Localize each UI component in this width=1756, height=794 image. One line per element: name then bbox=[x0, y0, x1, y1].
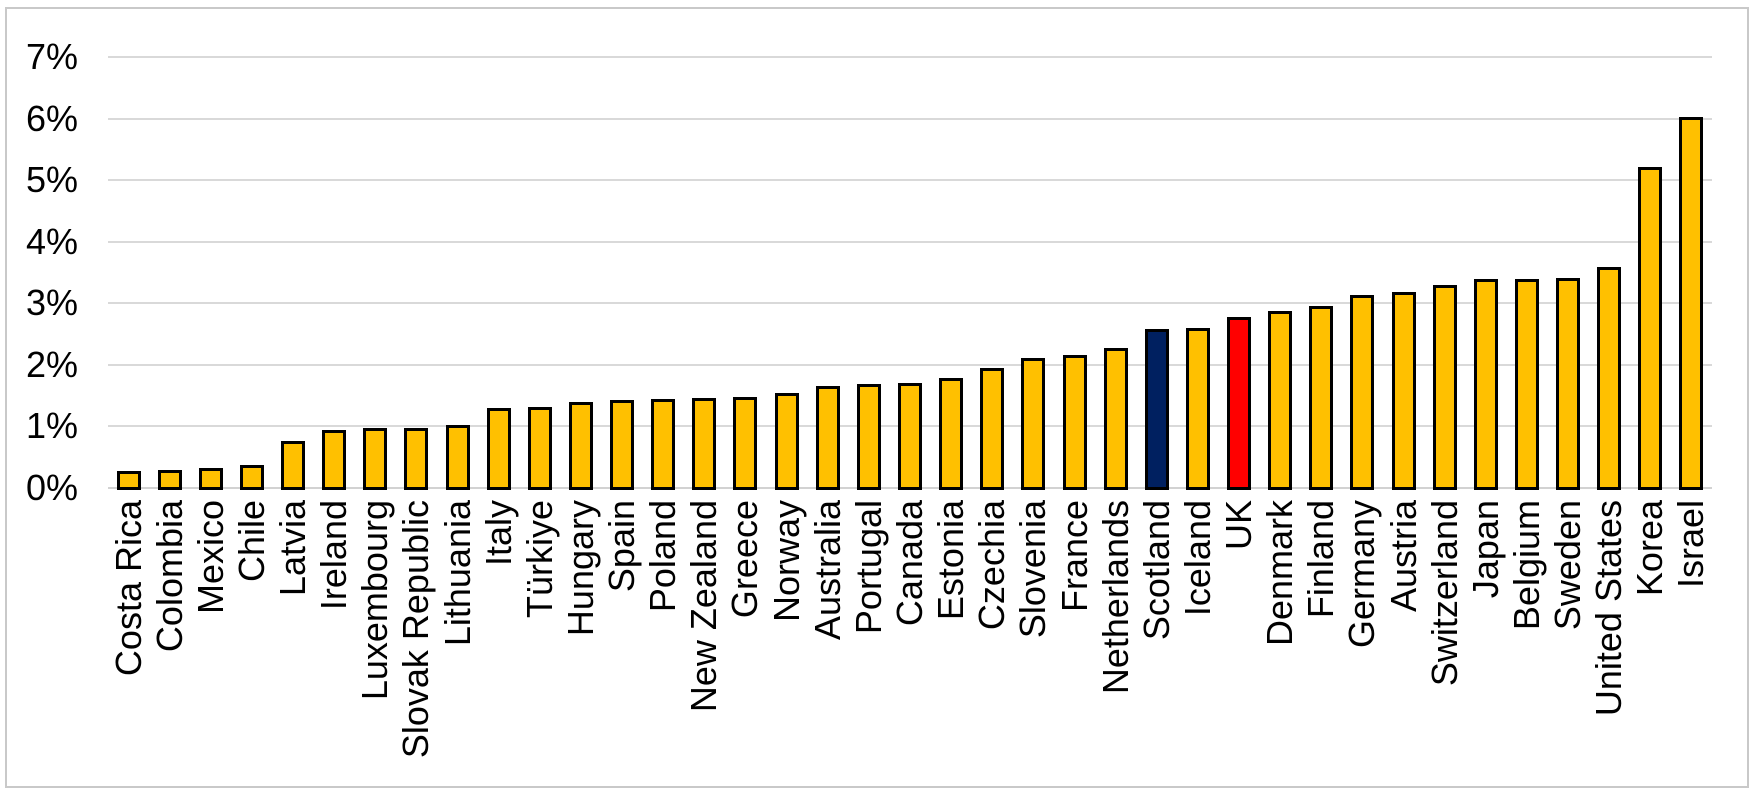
bar-estonia bbox=[939, 378, 963, 490]
x-label-denmark: Denmark bbox=[1259, 500, 1300, 647]
x-label-austria: Austria bbox=[1383, 500, 1424, 613]
bar-lithuania bbox=[446, 425, 470, 490]
x-label-slovenia: Slovenia bbox=[1012, 500, 1053, 639]
bar-mexico bbox=[199, 468, 223, 490]
bar-greece bbox=[733, 397, 757, 490]
x-label-norway: Norway bbox=[766, 500, 807, 623]
x-label-israel: Israel bbox=[1670, 500, 1711, 589]
gridline-5% bbox=[108, 179, 1712, 182]
x-label-luxembourg: Luxembourg bbox=[354, 500, 395, 701]
bar-united-states bbox=[1597, 267, 1621, 490]
bar-costa-rica bbox=[117, 471, 141, 490]
x-label-lithuania: Lithuania bbox=[437, 500, 478, 647]
x-label-slovak-republic: Slovak Republic bbox=[395, 500, 436, 759]
bar-japan bbox=[1474, 279, 1498, 490]
x-label-australia: Australia bbox=[807, 500, 848, 641]
bar-norway bbox=[775, 393, 799, 490]
bar-colombia bbox=[158, 470, 182, 490]
bar-t-rkiye bbox=[528, 407, 552, 490]
bar-latvia bbox=[281, 441, 305, 490]
x-label-uk: UK bbox=[1218, 500, 1259, 551]
x-label-switzerland: Switzerland bbox=[1424, 500, 1465, 687]
y-tick-label-4%: 4% bbox=[25, 220, 78, 262]
x-label-t-rkiye: Türkiye bbox=[519, 500, 560, 619]
bar-slovak-republic bbox=[404, 428, 428, 490]
bar-sweden bbox=[1556, 278, 1580, 490]
bar-canada bbox=[898, 383, 922, 490]
bar-ireland bbox=[322, 430, 346, 490]
x-label-colombia: Colombia bbox=[149, 500, 190, 653]
x-label-korea: Korea bbox=[1629, 500, 1670, 597]
x-label-japan: Japan bbox=[1465, 500, 1506, 599]
x-label-latvia: Latvia bbox=[272, 500, 313, 597]
x-label-iceland: Iceland bbox=[1177, 500, 1218, 617]
bar-belgium bbox=[1515, 279, 1539, 490]
bar-slovenia bbox=[1021, 358, 1045, 490]
x-label-united-states: United States bbox=[1588, 500, 1629, 717]
bar-netherlands bbox=[1104, 348, 1128, 490]
bar-denmark bbox=[1268, 311, 1292, 490]
x-label-belgium: Belgium bbox=[1506, 500, 1547, 631]
y-tick-label-0%: 0% bbox=[25, 467, 78, 508]
x-label-hungary: Hungary bbox=[560, 500, 601, 637]
bar-hungary bbox=[569, 402, 593, 490]
x-label-spain: Spain bbox=[601, 500, 642, 593]
gridline-3% bbox=[108, 302, 1712, 305]
bar-italy bbox=[487, 408, 511, 490]
bar-israel bbox=[1679, 117, 1703, 490]
bar-portugal bbox=[857, 384, 881, 490]
bar-france bbox=[1063, 355, 1087, 490]
x-label-germany: Germany bbox=[1341, 500, 1382, 649]
x-label-new-zealand: New Zealand bbox=[683, 500, 724, 713]
gridline-6% bbox=[108, 117, 1712, 120]
y-tick-label-3%: 3% bbox=[25, 282, 78, 324]
y-tick-label-6%: 6% bbox=[25, 97, 78, 139]
x-label-scotland: Scotland bbox=[1136, 500, 1177, 641]
gridline-4% bbox=[108, 240, 1712, 243]
bar-spain bbox=[610, 400, 634, 490]
bar-czechia bbox=[980, 368, 1004, 490]
gridline-2% bbox=[108, 363, 1712, 366]
x-label-netherlands: Netherlands bbox=[1095, 500, 1136, 695]
bar-korea bbox=[1638, 167, 1662, 490]
bar-australia bbox=[816, 386, 840, 490]
x-label-estonia: Estonia bbox=[930, 500, 971, 621]
x-label-greece: Greece bbox=[724, 500, 765, 619]
x-label-czechia: Czechia bbox=[971, 500, 1012, 631]
bar-finland bbox=[1309, 306, 1333, 490]
y-tick-label-1%: 1% bbox=[25, 405, 78, 447]
bar-luxembourg bbox=[363, 428, 387, 490]
x-label-mexico: Mexico bbox=[190, 500, 231, 615]
x-label-costa-rica: Costa Rica bbox=[108, 500, 149, 677]
bar-iceland bbox=[1186, 328, 1210, 490]
bar-uk bbox=[1227, 317, 1251, 490]
y-tick-label-5%: 5% bbox=[25, 159, 78, 201]
bar-germany bbox=[1350, 295, 1374, 490]
x-label-portugal: Portugal bbox=[848, 500, 889, 635]
x-label-france: France bbox=[1054, 500, 1095, 613]
gridline-7% bbox=[108, 56, 1712, 58]
bar-austria bbox=[1392, 292, 1416, 490]
x-label-sweden: Sweden bbox=[1547, 500, 1588, 631]
x-label-italy: Italy bbox=[478, 500, 519, 567]
bar-poland bbox=[651, 399, 675, 490]
bar-switzerland bbox=[1433, 285, 1457, 490]
bar-chile bbox=[240, 465, 264, 490]
x-label-chile: Chile bbox=[231, 500, 272, 583]
y-tick-label-2%: 2% bbox=[25, 343, 78, 385]
x-label-ireland: Ireland bbox=[313, 500, 354, 611]
bar-scotland bbox=[1145, 329, 1169, 490]
bar-new-zealand bbox=[692, 398, 716, 490]
x-label-canada: Canada bbox=[889, 500, 930, 627]
x-label-finland: Finland bbox=[1300, 500, 1341, 619]
x-label-poland: Poland bbox=[642, 500, 683, 613]
y-tick-label-7%: 7% bbox=[25, 36, 78, 77]
